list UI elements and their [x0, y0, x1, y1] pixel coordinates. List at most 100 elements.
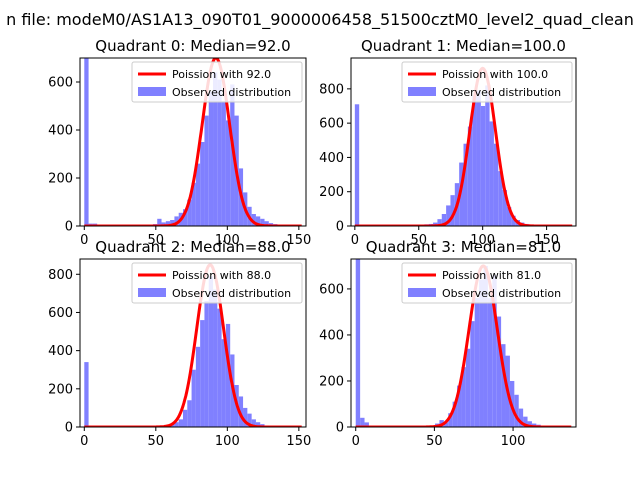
x-tick-label: 50: [148, 434, 165, 449]
y-tick-label: 200: [319, 185, 344, 200]
histogram-bar: [225, 120, 231, 226]
y-tick-label: 600: [319, 117, 344, 132]
x-tick-label: 150: [534, 233, 559, 248]
histogram-bar: [489, 121, 494, 226]
subplot-quadrant-3: 0 50 100 0 200 400 600 Poission with 81.0 Observ…: [319, 238, 577, 449]
subplot-quadrant-1: 0 50 100 150 0 200 400 600 800 Poission with 100.…: [319, 37, 577, 248]
figure-suptitle: n file: modeM0/AS1A13_090T01_9000006458_…: [6, 10, 634, 30]
histogram-bar: [247, 413, 252, 427]
x-tick-label: 0: [351, 233, 359, 248]
y-tick-label: 800: [48, 268, 73, 283]
legend: Poission with 92.0 Observed distribution: [131, 61, 303, 103]
y-tick-label: 0: [65, 421, 73, 436]
histogram-bars: [354, 85, 573, 226]
legend-box: [401, 61, 573, 103]
legend-label-fit: Poission with 88.0: [172, 269, 271, 282]
histogram-bar: [213, 72, 218, 226]
histogram-bar: [496, 316, 502, 427]
histogram-bar: [260, 218, 265, 226]
histogram-bar: [84, 362, 89, 427]
y-tick-label: 400: [48, 124, 73, 139]
x-tick-label: 0: [352, 434, 360, 449]
histogram-bar: [360, 417, 365, 427]
histogram-bar: [498, 171, 503, 226]
y-tick-label: 0: [65, 220, 73, 235]
subplot-title: Quadrant 2: Median=88.0: [95, 238, 290, 256]
legend: Poission with 81.0 Observed distribution: [401, 262, 573, 304]
histogram-bar: [255, 216, 261, 226]
histogram-bar: [467, 126, 473, 226]
histogram-bar: [251, 214, 256, 226]
histogram-bar: [514, 394, 519, 427]
histogram-bar: [437, 219, 442, 226]
histogram-bar: [463, 143, 468, 226]
histogram-bars: [355, 259, 572, 427]
y-tick-label: 200: [48, 172, 73, 187]
histogram-bar: [506, 207, 512, 226]
x-tick-label: 0: [80, 434, 88, 449]
legend-label-fit: Poission with 100.0: [442, 68, 548, 81]
y-tick-label: 600: [48, 306, 73, 321]
histogram-bar: [470, 321, 475, 427]
subplot-title: Quadrant 1: Median=100.0: [361, 37, 566, 55]
histogram-bar: [191, 369, 196, 427]
poisson-fit-line: [354, 66, 573, 226]
legend: Poission with 100.0 Observed distribution: [401, 61, 573, 103]
y-tick-label: 600: [48, 76, 73, 91]
y-tick-label: 200: [319, 374, 344, 389]
histogram-bar: [182, 409, 188, 427]
y-tick-label: 200: [48, 382, 73, 397]
histogram-bar: [187, 199, 192, 226]
histogram-bar: [502, 190, 507, 226]
histogram-bar: [182, 209, 188, 226]
legend: Poission with 88.0 Observed distribution: [131, 262, 303, 304]
histogram-bar: [200, 320, 205, 427]
histogram-bar: [208, 91, 214, 226]
y-tick-label: 800: [319, 82, 344, 97]
x-tick-label: 100: [470, 233, 495, 248]
x-tick-label: 150: [286, 233, 311, 248]
histogram-bar: [443, 422, 449, 427]
legend-label-observed: Observed distribution: [442, 86, 561, 99]
legend-label-observed: Observed distribution: [172, 86, 291, 99]
legend-label-fit: Poission with 81.0: [442, 269, 541, 282]
histogram-bar: [501, 344, 506, 427]
x-tick-label: 50: [426, 434, 443, 449]
histogram-bar: [493, 143, 499, 226]
poisson-fit-line: [83, 263, 303, 427]
histogram-bar: [208, 276, 214, 427]
histogram-bar: [225, 323, 231, 427]
y-tick-label: 0: [336, 421, 344, 436]
x-tick-label: 100: [215, 233, 240, 248]
y-tick-label: 400: [48, 344, 73, 359]
histogram-bar: [84, 58, 89, 226]
histogram-bar: [448, 413, 453, 427]
histogram-bar: [450, 195, 455, 226]
histogram-bar: [433, 222, 438, 226]
histogram-bar: [480, 106, 486, 226]
subplot-title: Quadrant 3: Median=81.0: [366, 238, 561, 256]
legend-bar-swatch: [408, 288, 436, 297]
legend-bar-swatch: [138, 87, 166, 96]
histogram-bar: [511, 215, 516, 226]
histogram-bar: [174, 422, 179, 427]
axes-frame: [79, 57, 307, 227]
histogram-bar: [483, 265, 488, 427]
subplot-grid: 0 50 100 150 0 200 400 600 Poission with 92.0 Obs…: [48, 37, 577, 449]
legend-box: [131, 61, 303, 103]
subplot-title: Quadrant 0: Median=92.0: [95, 37, 290, 55]
axes-frame: [350, 57, 577, 227]
histogram-bar: [492, 275, 497, 427]
histogram-bar: [165, 221, 171, 226]
histogram-bar: [461, 367, 466, 427]
histogram-bar: [170, 220, 175, 226]
histogram-bar: [479, 279, 484, 427]
histogram-bar: [452, 401, 458, 427]
histogram-bar: [446, 205, 451, 226]
histogram-bar: [354, 104, 360, 226]
histogram-bar: [472, 95, 477, 226]
histogram-bar: [221, 339, 226, 427]
histogram-bar: [518, 408, 524, 427]
histogram-bar: [174, 216, 179, 226]
